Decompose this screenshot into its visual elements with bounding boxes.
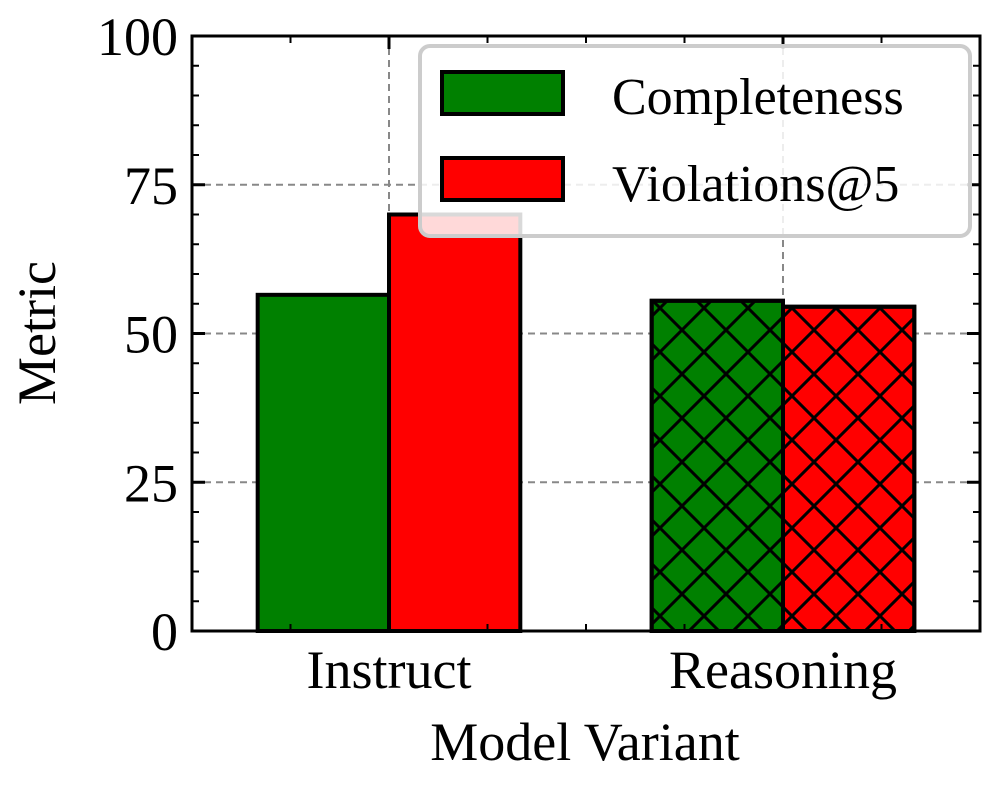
- legend-label-completeness: Completeness: [612, 69, 904, 126]
- bar-completeness-instruct: [255, 292, 392, 633]
- y-tick-label: 25: [124, 453, 178, 513]
- y-axis-title: Metric: [7, 261, 67, 405]
- y-tick-label: 50: [124, 305, 178, 365]
- x-tick-label-reasoning: Reasoning: [669, 640, 897, 700]
- bar-violations-5-reasoning-hatch: [781, 304, 917, 633]
- bar-completeness-reasoning-hatch: [649, 298, 786, 633]
- bars: [255, 212, 917, 633]
- bar-violations-5-instruct: [387, 212, 523, 633]
- legend-swatch-completeness: [440, 70, 565, 116]
- y-tick-label: 100: [97, 7, 178, 67]
- x-axis-title: Model Variant: [430, 712, 739, 772]
- x-tick-label-instruct: Instruct: [307, 640, 472, 700]
- legend-label-violations: Violations@5: [612, 156, 899, 213]
- y-tick-label: 0: [151, 602, 178, 662]
- y-tick-label: 75: [124, 156, 178, 216]
- axes: 0 25 50 75 100 Instruct Reasoning: [97, 7, 982, 700]
- legend-swatch-violations: [440, 156, 565, 202]
- legend: Completeness Violations@5: [418, 44, 972, 238]
